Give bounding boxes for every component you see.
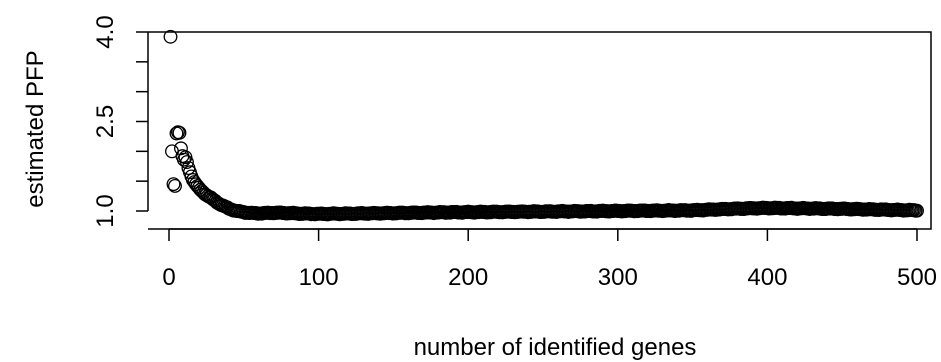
x-tick-label: 0 xyxy=(162,264,175,291)
x-tick-label: 300 xyxy=(598,264,638,291)
data-point xyxy=(177,152,191,167)
x-tick-label: 200 xyxy=(448,264,488,291)
x-tick-label: 500 xyxy=(897,264,937,291)
y-tick-label: 2.5 xyxy=(92,105,119,138)
data-points xyxy=(163,29,924,222)
y-tick-label: 1.0 xyxy=(92,194,119,227)
y-axis-label: estimated PFP xyxy=(22,50,49,207)
axes: 1.0 2.5 4.0 0 100 200 300 400 500 xyxy=(92,15,937,291)
y-tick-label: 4.0 xyxy=(92,15,119,48)
data-point xyxy=(168,178,182,193)
x-axis-label: number of identified genes xyxy=(414,334,697,361)
x-tick-label: 400 xyxy=(747,264,787,291)
plot-box xyxy=(148,31,932,230)
data-point xyxy=(910,203,924,218)
data-point xyxy=(179,155,194,170)
data-point xyxy=(163,29,178,44)
data-point xyxy=(166,177,181,192)
x-tick-label: 100 xyxy=(299,264,339,291)
data-point xyxy=(172,125,187,140)
